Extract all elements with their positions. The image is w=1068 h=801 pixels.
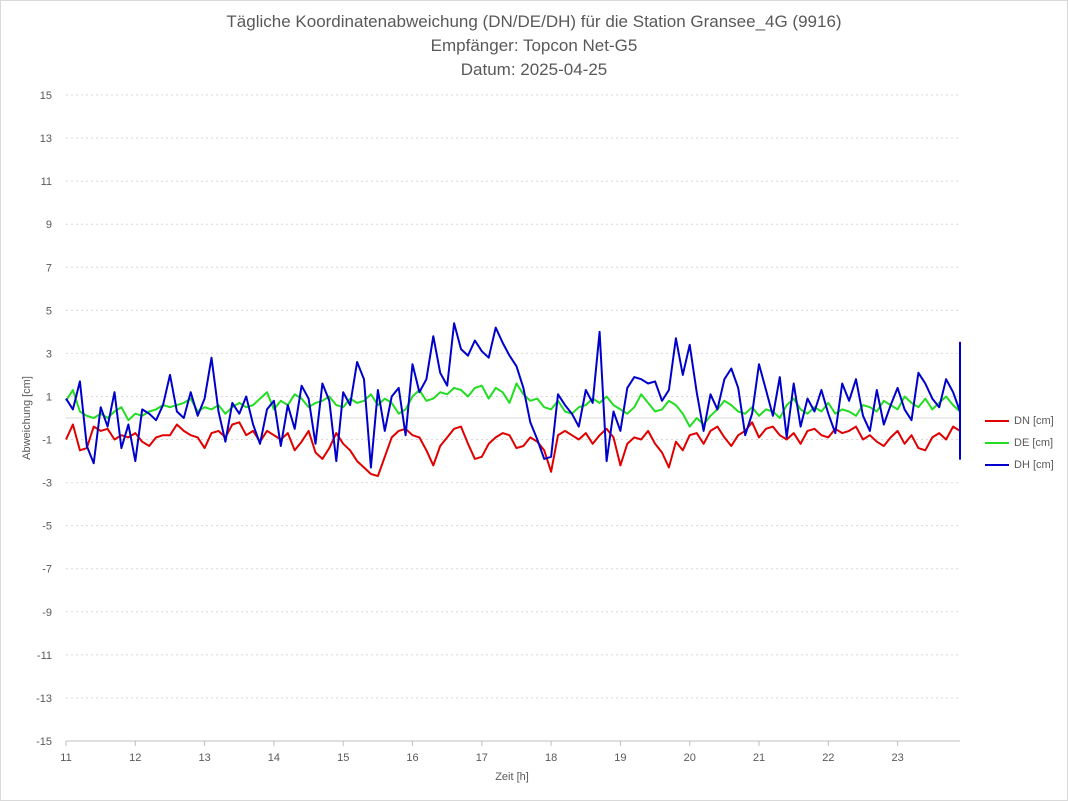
y-tick-label: 5 [46,305,52,317]
legend-swatch-dh [985,464,1009,466]
series-lines [65,322,961,478]
legend-swatch-dn [985,420,1009,422]
x-axis-label: Zeit [h] [495,771,529,783]
y-tick-label: -1 [42,435,52,447]
legend-label-de: DE [cm] [1014,437,1054,449]
x-tick-label: 17 [476,752,488,764]
y-tick-label: 13 [40,133,52,145]
y-tick-label: 9 [46,219,52,231]
legend-item-de: DE [cm] [985,432,1054,454]
y-tick-label: -5 [42,521,52,533]
x-tick-label: 21 [753,752,765,764]
chart-title-line-3: Datum: 2025-04-25 [460,60,608,79]
chart-title-line-1: Tägliche Koordinatenabweichung (DN/DE/DH… [226,12,842,31]
x-tick-label: 13 [198,752,210,764]
y-tick-label: -11 [37,650,52,662]
y-axis-ticks: 15 13 11 9 7 5 3 1 -1 -3 -5 -7 -9 -11 -13 -15 [36,90,52,748]
x-tick-label: 22 [822,752,834,764]
x-tick-label: 16 [406,752,418,764]
y-tick-label: 3 [46,348,52,360]
x-tick-label: 14 [268,752,280,764]
legend: DN [cm] DE [cm] DH [cm] [985,410,1054,476]
legend-label-dn: DN [cm] [1014,415,1054,427]
legend-swatch-de [985,442,1009,444]
y-tick-label: -15 [36,736,52,748]
y-axis-label: Abweichung [cm] [21,376,33,460]
legend-item-dh: DH [cm] [985,454,1054,476]
legend-label-dh: DH [cm] [1014,459,1054,471]
chart-title-line-2: Empfänger: Topcon Net-G5 [430,36,638,55]
x-tick-label: 20 [684,752,696,764]
legend-item-dn: DN [cm] [985,410,1054,432]
y-tick-label: 11 [41,176,52,188]
x-axis-ticks: 11 12 13 14 15 16 17 18 19 20 21 22 23 [60,741,904,764]
y-tick-label: 15 [40,90,52,102]
x-tick-label: 19 [614,752,626,764]
y-tick-label: -13 [36,693,52,705]
grid-lines [66,94,960,742]
x-tick-label: 18 [545,752,557,764]
series-line-dh [65,322,961,469]
x-tick-label: 12 [129,752,141,764]
y-tick-label: -7 [42,564,52,576]
y-tick-label: -3 [42,478,52,490]
y-tick-label: 7 [46,262,52,274]
x-tick-label: 11 [60,752,71,764]
x-tick-label: 15 [337,752,349,764]
x-tick-label: 23 [892,752,904,764]
y-tick-label: -9 [42,607,52,619]
y-tick-label: 1 [46,391,52,403]
